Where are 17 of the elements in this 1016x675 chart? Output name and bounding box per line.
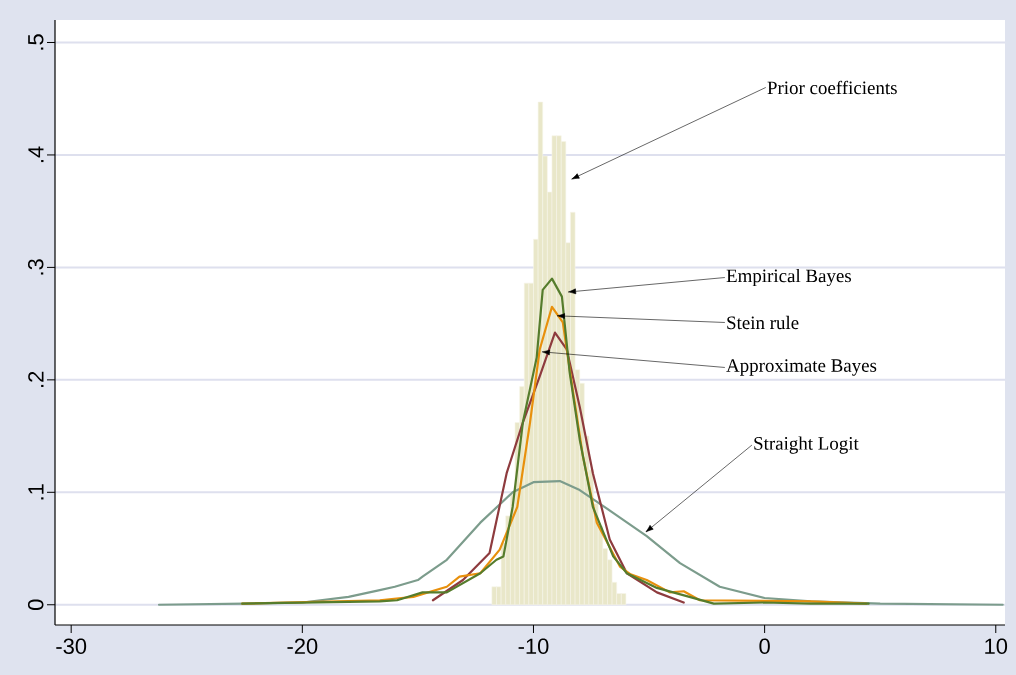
- annotation: Prior coefficients: [767, 80, 897, 95]
- x-tick-label: -30: [56, 638, 87, 655]
- y-tick-label: .5: [28, 34, 44, 50]
- annotation: Stein rule: [727, 315, 799, 330]
- x-tick-label: 0: [759, 638, 770, 655]
- y-tick-label: 0: [27, 599, 44, 610]
- line-series: [431, 331, 685, 604]
- x-tick-label: -10: [518, 638, 549, 655]
- y-tick-label: .4: [28, 146, 44, 163]
- y-tick-label: .3: [27, 259, 44, 275]
- x-tick-label: 10: [985, 638, 1008, 655]
- y-tick-label: .2: [28, 371, 44, 387]
- annotation: Empirical Bayes: [726, 268, 852, 287]
- y-tick-label: .1: [28, 484, 44, 500]
- x-tick-label: -20: [287, 638, 318, 655]
- annotation: Straight Logit: [754, 436, 859, 454]
- annotation: Approximate Bayes: [726, 359, 877, 376]
